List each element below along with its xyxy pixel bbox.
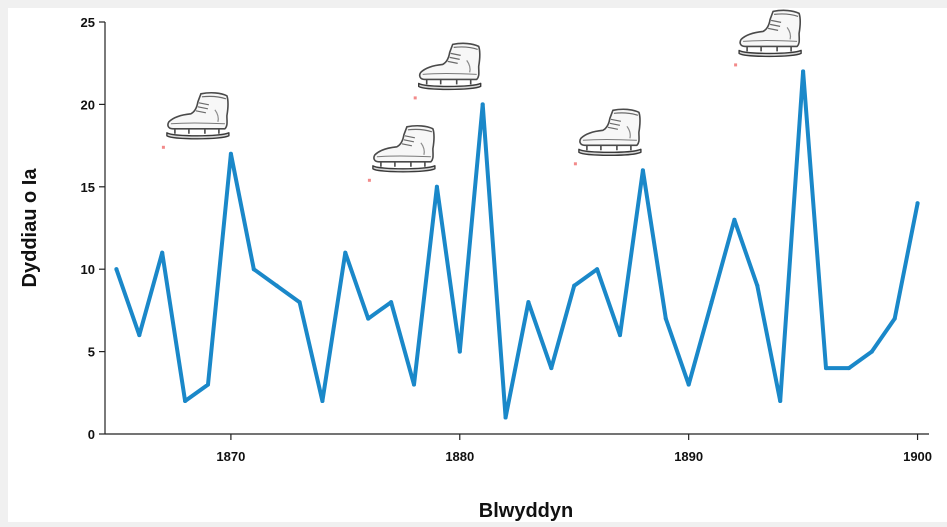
data-point	[297, 300, 302, 305]
y-tick-label: 10	[81, 262, 95, 277]
data-point	[457, 349, 462, 354]
data-point	[137, 333, 142, 338]
series-layer	[114, 69, 920, 420]
chart-panel: 0 5 10 15 20 25 1870 1880 1890 1900 Dyddiau o Ia…	[8, 8, 947, 522]
y-tick-label: 25	[81, 15, 95, 30]
data-point	[228, 151, 233, 156]
line-chart: 0 5 10 15 20 25 1870 1880 1890 1900 Dyddiau o Ia…	[19, 9, 932, 522]
marker-dot	[367, 178, 371, 182]
x-tick-label: 1870	[216, 449, 245, 464]
data-point	[206, 382, 210, 387]
data-point	[503, 415, 508, 420]
y-tick-label: 20	[81, 97, 95, 112]
data-point	[595, 267, 600, 272]
marker-dot	[573, 162, 577, 166]
marker-dot	[734, 63, 738, 67]
data-point	[801, 69, 806, 74]
y-axis-title: Dyddiau o Ia	[19, 168, 41, 288]
data-point	[320, 399, 325, 404]
marker-dot	[413, 96, 417, 100]
data-point	[526, 300, 531, 305]
y-tick-label: 5	[88, 345, 95, 360]
data-point	[434, 184, 439, 189]
data-point	[183, 399, 188, 404]
data-point	[892, 316, 897, 321]
data-point	[755, 283, 760, 288]
data-point	[640, 168, 645, 173]
data-point	[343, 250, 348, 255]
x-tick-label: 1880	[445, 449, 474, 464]
data-point	[114, 267, 119, 272]
data-point	[709, 300, 714, 305]
data-point	[869, 349, 874, 354]
annotation-layer	[161, 9, 802, 182]
x-axis-title: Blwyddyn	[479, 500, 573, 522]
ice-skate-icon	[413, 42, 482, 100]
data-point	[778, 399, 783, 404]
data-point	[686, 382, 691, 387]
data-point	[732, 217, 737, 222]
x-axis-ticks: 1870 1880 1890 1900	[216, 434, 932, 464]
data-point	[480, 102, 485, 107]
y-axis-ticks: 0 5 10 15 20 25	[81, 15, 105, 442]
data-point	[160, 250, 165, 255]
data-point	[549, 366, 554, 371]
data-point	[846, 366, 851, 371]
data-point	[389, 300, 394, 305]
ice-skate-icon	[161, 91, 230, 149]
data-point	[915, 201, 920, 206]
y-tick-label: 0	[88, 427, 95, 442]
data-point	[618, 333, 622, 338]
data-point	[824, 366, 828, 371]
data-point	[412, 382, 416, 387]
marker-dot	[161, 145, 165, 149]
data-point	[572, 283, 577, 288]
x-tick-label: 1890	[674, 449, 703, 464]
ice-skate-icon	[367, 124, 436, 182]
ice-skate-icon	[734, 9, 802, 67]
y-tick-label: 15	[81, 180, 95, 195]
x-tick-label: 1900	[903, 449, 932, 464]
data-point	[663, 316, 668, 321]
series-line	[114, 69, 920, 420]
data-point	[251, 267, 256, 272]
data-point	[274, 283, 279, 288]
data-point	[366, 316, 371, 321]
ice-skate-icon	[573, 108, 642, 166]
